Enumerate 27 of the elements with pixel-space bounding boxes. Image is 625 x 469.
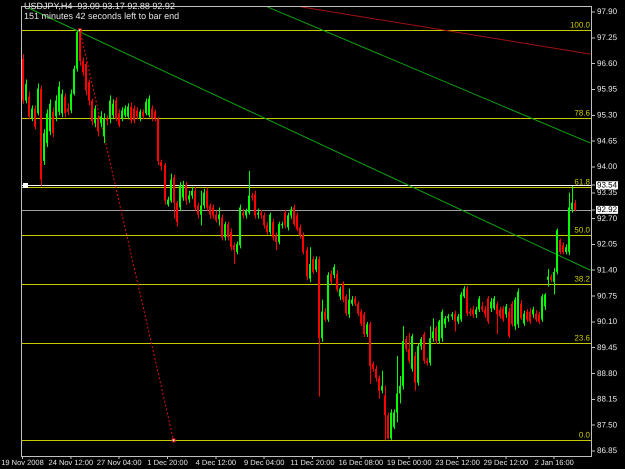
y-tick-label: 90.75 xyxy=(597,291,618,300)
annotation: 38.2 xyxy=(574,274,591,284)
y-tick-label: 95.30 xyxy=(597,110,618,120)
y-tick-label: 89.45 xyxy=(597,342,618,352)
y-tick-label: 96.60 xyxy=(597,58,618,68)
y-tick-label: 88.15 xyxy=(597,394,618,404)
y-tick-label: 92.70 xyxy=(597,214,618,223)
annotation: 0.0 xyxy=(578,430,591,440)
y-tick-label: 95.95 xyxy=(597,84,618,94)
y-tick-label: 94.65 xyxy=(597,136,618,146)
annotation: 61.8 xyxy=(574,178,591,187)
y-tick-label: 86.85 xyxy=(597,446,618,456)
annotation: 100.0 xyxy=(570,20,591,30)
y-tick-label: 94.00 xyxy=(597,162,618,172)
y-tick-label: 93.35 xyxy=(597,188,618,197)
annotation: 50.0 xyxy=(574,226,591,235)
annotation: 78.6 xyxy=(574,108,591,118)
y-tick-label: 87.50 xyxy=(597,420,618,430)
y-tick-label: 91.40 xyxy=(597,265,618,274)
y-tick-label: 92.05 xyxy=(597,240,618,249)
annotation: 23.6 xyxy=(574,334,591,343)
y-tick-label: 92.92 xyxy=(597,205,618,214)
y-tick-label: 97.90 xyxy=(597,7,618,16)
y-tick-label: 97.25 xyxy=(597,32,618,42)
y-tick-label: 88.80 xyxy=(597,368,618,378)
y-tick-label: 90.10 xyxy=(597,317,618,326)
y-tick-label: 93.54 xyxy=(597,180,618,190)
